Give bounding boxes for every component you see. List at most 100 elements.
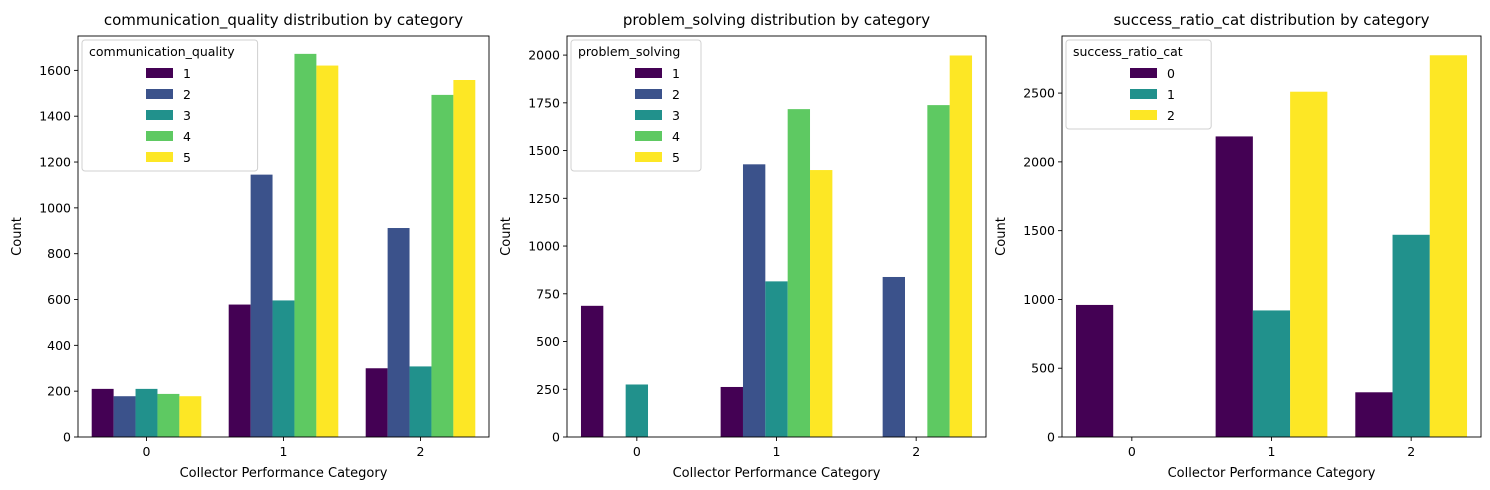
legend-label-2: 2 <box>183 87 191 102</box>
legend-swatch-2 <box>635 89 662 99</box>
y-tick-label: 1500 <box>528 143 560 158</box>
bar-series-0-cat-0 <box>1075 304 1114 437</box>
y-tick-label: 200 <box>47 384 71 399</box>
bar-series-5-cat-0 <box>179 396 202 437</box>
y-tick-label: 1400 <box>39 109 71 124</box>
y-tick-label: 0 <box>1047 430 1055 445</box>
bar-series-1-cat-1 <box>720 386 743 437</box>
legend-label-1: 1 <box>183 66 191 81</box>
bar-series-2-cat-1 <box>250 174 273 437</box>
y-tick-label: 400 <box>47 338 71 353</box>
x-tick-label: 1 <box>280 444 288 459</box>
y-tick-label: 500 <box>1031 361 1055 376</box>
legend-label-1: 1 <box>672 66 680 81</box>
x-axis-label: Collector Performance Category <box>1168 466 1376 481</box>
legend-label-4: 4 <box>183 129 191 144</box>
bar-series-1-cat-0 <box>91 388 114 437</box>
legend-swatch-1 <box>1130 89 1157 99</box>
legend-label-2: 2 <box>1167 108 1175 123</box>
bar-series-4-cat-2 <box>431 94 454 437</box>
bar-series-4-cat-0 <box>157 393 180 437</box>
bar-series-1-cat-2 <box>1392 234 1430 437</box>
bar-series-2-cat-0 <box>113 396 136 437</box>
y-tick-label: 2000 <box>1023 154 1055 169</box>
bar-series-0-cat-2 <box>1355 392 1393 437</box>
y-tick-label: 600 <box>47 292 71 307</box>
x-tick-label: 0 <box>143 444 151 459</box>
bar-series-5-cat-2 <box>453 80 476 437</box>
legend-box <box>81 39 259 172</box>
legend-swatch-0 <box>1130 68 1157 78</box>
bars <box>580 55 973 438</box>
legend-label-0: 0 <box>1167 66 1175 81</box>
y-tick-label: 2000 <box>528 48 560 63</box>
y-axis-label: Count <box>994 217 1009 256</box>
bars <box>1075 55 1468 438</box>
y-tick-label: 0 <box>552 430 560 445</box>
y-axis-label: Count <box>10 217 25 256</box>
legend-title: success_ratio_cat <box>1073 44 1183 59</box>
bar-series-2-cat-2 <box>1429 55 1468 437</box>
legend-swatch-4 <box>146 131 173 141</box>
x-tick-label: 0 <box>633 444 641 459</box>
y-tick-label: 1600 <box>39 63 71 78</box>
bar-series-5-cat-1 <box>810 170 833 438</box>
chart-title: problem_solving distribution by category <box>623 11 930 30</box>
bar-series-4-cat-2 <box>927 105 950 438</box>
y-tick-label: 1200 <box>39 155 71 170</box>
bar-series-5-cat-1 <box>316 65 339 437</box>
legend-label-1: 1 <box>1167 87 1175 102</box>
legend-label-5: 5 <box>672 150 680 165</box>
x-tick-label: 2 <box>912 444 920 459</box>
legend-swatch-1 <box>146 68 173 78</box>
y-tick-label: 800 <box>47 246 71 261</box>
bar-series-5-cat-2 <box>949 55 973 437</box>
bar-series-4-cat-1 <box>294 53 317 438</box>
panel-problem-solving: 0 250 500 750 1000 1250 1500 1750 2000 0 1 2 problem… <box>499 11 987 481</box>
legend-swatch-5 <box>635 152 662 162</box>
y-tick-label: 1000 <box>528 239 560 254</box>
y-axis-label: Count <box>499 217 514 256</box>
legend-box <box>570 39 702 172</box>
y-tick-label: 0 <box>63 430 71 445</box>
legend-swatch-3 <box>146 110 173 120</box>
y-tick-label: 1500 <box>1023 223 1055 238</box>
y-tick-label: 1250 <box>528 191 560 206</box>
bar-series-0-cat-1 <box>1215 136 1253 438</box>
legend-swatch-1 <box>635 68 662 78</box>
legend-label-4: 4 <box>672 129 680 144</box>
legend: success_ratio_cat 0 1 2 <box>1065 39 1212 130</box>
legend-label-2: 2 <box>672 87 680 102</box>
bar-series-1-cat-0 <box>580 305 604 437</box>
x-axis-label: Collector Performance Category <box>673 466 881 481</box>
chart-title: success_ratio_cat distribution by catego… <box>1113 11 1429 30</box>
legend-title: communication_quality <box>89 44 235 59</box>
bar-series-3-cat-2 <box>409 366 432 437</box>
legend-label-5: 5 <box>183 150 191 165</box>
x-tick-label: 2 <box>417 444 425 459</box>
bar-series-2-cat-2 <box>882 276 905 437</box>
legend-swatch-3 <box>635 110 662 120</box>
x-tick-label: 0 <box>1128 444 1136 459</box>
bar-series-3-cat-0 <box>135 388 158 437</box>
y-tick-label: 1750 <box>528 95 560 110</box>
legend-swatch-2 <box>146 89 173 99</box>
legend-swatch-2 <box>1130 110 1157 120</box>
legend-swatch-4 <box>635 131 662 141</box>
legend-box <box>1065 39 1212 130</box>
bars <box>91 53 476 438</box>
legend-swatch-5 <box>146 152 173 162</box>
bar-series-3-cat-1 <box>272 300 295 437</box>
x-tick-label: 1 <box>1268 444 1276 459</box>
bar-series-2-cat-1 <box>1290 91 1328 438</box>
x-axis-label: Collector Performance Category <box>180 466 388 481</box>
bar-series-1-cat-2 <box>365 368 388 437</box>
y-tick-label: 750 <box>536 286 560 301</box>
y-tick-label: 250 <box>536 382 560 397</box>
bar-series-3-cat-0 <box>625 384 649 437</box>
y-tick-label: 500 <box>536 334 560 349</box>
bar-series-1-cat-1 <box>1252 310 1291 437</box>
